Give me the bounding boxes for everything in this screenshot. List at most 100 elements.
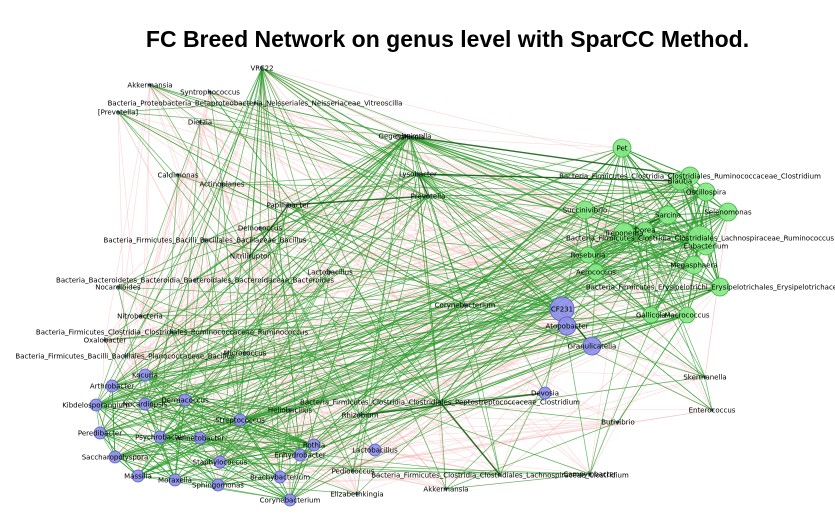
positive-edge xyxy=(139,67,263,317)
negative-edge xyxy=(261,67,591,475)
node-label-kocuria: Kocuria xyxy=(132,372,158,380)
node-label-lactobacillus_b: Lactobacillus xyxy=(352,447,398,455)
negative-edge xyxy=(374,421,619,451)
negative-edge xyxy=(239,414,361,421)
node-oxalobacter xyxy=(103,338,107,342)
node-clostridium_r xyxy=(680,166,700,186)
node-label-macrococcus: Macrococcus xyxy=(664,312,709,320)
positive-edge xyxy=(427,195,589,256)
node-elizabethkingia xyxy=(355,492,359,496)
positive-edge xyxy=(561,286,721,310)
positive-edge xyxy=(239,67,263,421)
positive-edge xyxy=(99,403,146,434)
negative-edge xyxy=(171,245,707,333)
negative-edge xyxy=(686,245,707,316)
positive-edge xyxy=(439,209,586,403)
positive-edge xyxy=(144,211,729,405)
node-corynebacterium xyxy=(463,303,467,307)
node-sphingomonas xyxy=(211,478,225,492)
positive-edge xyxy=(171,314,688,333)
negative-edge xyxy=(244,271,331,354)
positive-edge xyxy=(159,436,219,486)
negative-edge xyxy=(139,121,201,317)
negative-edge xyxy=(417,173,597,273)
node-bacillus xyxy=(203,238,207,242)
node-sarcina xyxy=(658,205,678,225)
negative-edge xyxy=(352,237,701,472)
positive-edge xyxy=(184,229,646,401)
negative-edge xyxy=(149,84,331,273)
positive-edge xyxy=(404,135,646,231)
node-moraxella xyxy=(168,473,182,487)
positive-edge xyxy=(289,444,315,501)
node-label-peredibacter: Peredibacter xyxy=(78,430,122,438)
negative-edge xyxy=(124,227,261,357)
positive-edge xyxy=(417,173,441,403)
negative-edge xyxy=(177,174,688,316)
positive-edge xyxy=(621,147,691,177)
positive-edge xyxy=(111,385,221,463)
negative-edge xyxy=(289,345,593,501)
node-label-succinivibrio: Succinivibrio xyxy=(563,207,608,215)
negative-edge xyxy=(261,67,707,247)
positive-edge xyxy=(464,214,669,306)
positive-edge xyxy=(259,227,563,310)
negative-edge xyxy=(254,102,623,149)
node-corynebacterium_b xyxy=(283,493,297,507)
positive-edge xyxy=(209,91,223,185)
node-gallicola_top xyxy=(408,135,412,139)
node-peptostrepto xyxy=(438,400,442,404)
node-label-roseburia: Roseburia xyxy=(571,252,606,260)
negative-edge xyxy=(171,271,331,333)
node-label-saccharo: Saccharopolyspora xyxy=(82,454,149,462)
positive-edge xyxy=(144,173,419,405)
positive-edge xyxy=(104,308,563,341)
positive-edge xyxy=(313,147,623,446)
positive-edge xyxy=(219,461,291,501)
positive-edge xyxy=(159,229,646,438)
node-staphylococcus xyxy=(213,455,227,469)
positive-edge xyxy=(117,286,376,451)
negative-edge xyxy=(204,239,501,476)
negative-edge xyxy=(199,121,289,206)
positive-edge xyxy=(174,121,201,481)
node-label-clostridium_r: Bacteria_Firmicutes_Clostridia_Clostridi… xyxy=(559,173,821,181)
node-label-prevotella_br: [Prevotella] xyxy=(98,109,139,117)
node-label-acinetobacter: Acinetobacter xyxy=(176,435,225,443)
positive-edge xyxy=(417,173,706,378)
positive-edge xyxy=(199,121,707,193)
positive-edge xyxy=(117,135,406,288)
positive-edge xyxy=(623,232,706,378)
positive-edge xyxy=(174,209,586,481)
positive-edge xyxy=(209,91,441,403)
node-ruminococcus_r xyxy=(687,225,713,251)
positive-edge xyxy=(114,456,176,481)
node-label-enterococcus: Enterococcus xyxy=(689,407,736,415)
positive-edge xyxy=(149,84,586,211)
node-label-actinoplanes: Actinoplanes xyxy=(200,181,245,189)
negative-edge xyxy=(417,173,625,234)
positive-edge xyxy=(184,399,354,472)
node-aerococcus xyxy=(587,263,605,281)
positive-edge xyxy=(137,254,589,477)
positive-edge xyxy=(199,314,688,439)
positive-edge xyxy=(199,121,695,266)
positive-edge xyxy=(261,67,419,175)
positive-edge xyxy=(417,173,563,310)
positive-edge xyxy=(159,180,681,438)
node-label-eubacterium: Eubacterium xyxy=(684,243,729,251)
node-label-prevotella: Prevotella xyxy=(411,193,446,201)
positive-edge xyxy=(95,209,586,406)
negative-edge xyxy=(144,174,179,376)
positive-edge xyxy=(589,229,646,475)
positive-edge xyxy=(159,436,221,463)
negative-edge xyxy=(589,421,619,475)
positive-edge xyxy=(289,271,597,411)
positive-edge xyxy=(439,314,688,403)
positive-edge xyxy=(99,399,186,434)
figure-title: FC Breed Network on genus level with Spa… xyxy=(145,26,750,52)
positive-edge xyxy=(117,111,361,416)
node-akkermansia_bot xyxy=(444,487,448,491)
positive-edge xyxy=(239,419,315,446)
node-label-deinococcus: Deinococcus xyxy=(238,225,283,233)
